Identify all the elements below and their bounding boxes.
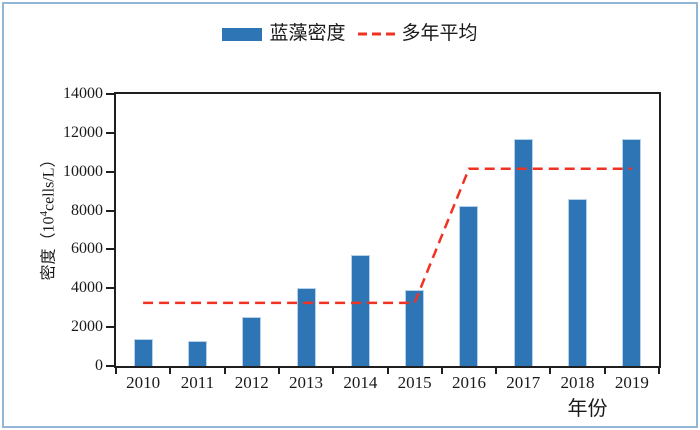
x-tick-label-2014: 2014 [343,373,378,392]
y-tick-label-10000: 10000 [63,162,103,180]
y-tick-label-14000: 14000 [63,85,103,102]
x-tick-mark [223,366,226,374]
legend-label-multiyear-average: 多年平均 [401,23,478,44]
y-tick-mark [106,93,115,95]
legend: 蓝藻密度 多年平均 [4,21,696,47]
x-tick-label-2019: 2019 [614,373,649,392]
y-tick-label-2000: 2000 [71,318,103,336]
y-tick-label-0: 0 [95,357,103,374]
x-tick-label-2010: 2010 [126,373,161,392]
x-tick-mark [440,366,443,374]
x-axis-title: 年份 [567,398,608,420]
legend-label-algae-density: 蓝藻密度 [269,23,346,44]
y-tick-label-8000: 8000 [71,201,103,219]
average-dashed-line [143,167,632,305]
x-tick-mark [495,366,498,374]
average-line-series [143,167,632,305]
y-tick-mark [106,131,115,134]
x-tick-mark [549,366,552,374]
y-tick-mark [106,248,115,251]
x-tick-label-2011: 2011 [180,373,215,392]
x-tick-mark [658,366,660,374]
y-tick-mark [106,326,115,329]
legend-bar-swatch [222,27,263,41]
bar-2019 [622,138,642,366]
bar-2015 [405,290,425,366]
bar-2017 [513,138,533,366]
y-tick-mark [106,365,115,367]
x-tick-label-2013: 2013 [289,373,324,392]
y-tick-mark [106,287,115,290]
bar-2012 [242,317,262,366]
x-tick-label-2018: 2018 [560,373,595,392]
plot-area [114,92,661,368]
bar-2018 [568,198,588,366]
y-tick-label-4000: 4000 [71,279,103,297]
x-tick-mark [386,366,389,374]
x-tick-label-2017: 2017 [506,373,541,392]
x-tick-mark [115,366,117,374]
bar-2016 [459,205,479,366]
bar-2011 [187,340,207,366]
y-tick-label-6000: 6000 [71,240,103,258]
x-tick-mark [603,366,606,374]
y-tick-label-12000: 12000 [63,123,103,141]
y-tick-mark [106,170,115,173]
x-tick-mark [169,366,172,374]
x-tick-mark [277,366,280,374]
x-tick-label-2012: 2012 [234,373,269,392]
y-tick-mark [106,209,115,212]
x-tick-label-2016: 2016 [451,373,486,392]
bar-series [116,94,659,366]
bar-2014 [350,255,370,366]
bar-2013 [296,288,316,366]
x-tick-mark [332,366,335,374]
x-tick-label-2015: 2015 [397,373,432,392]
bar-2010 [133,338,153,366]
legend-dashed-line-swatch [357,32,400,36]
